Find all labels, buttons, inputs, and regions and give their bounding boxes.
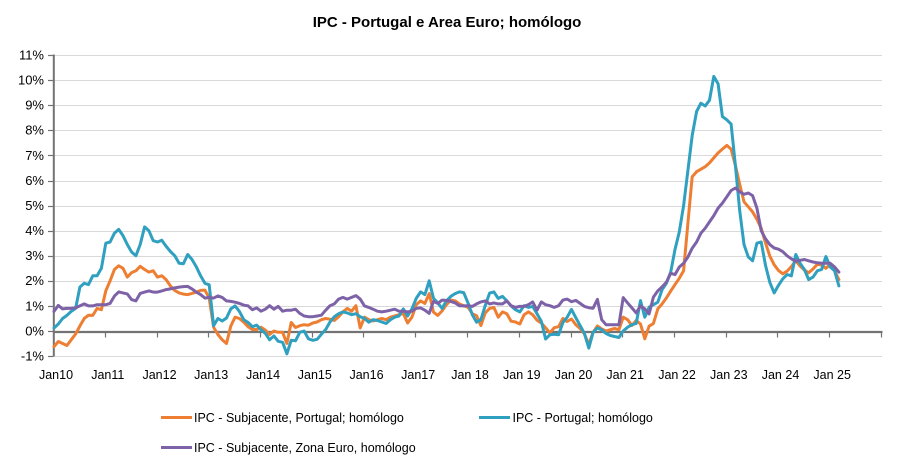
svg-text:IPC - Portugal e Area Euro; ho: IPC - Portugal e Area Euro; homólogo: [313, 14, 582, 31]
svg-text:3%: 3%: [25, 248, 44, 263]
svg-text:0%: 0%: [25, 323, 44, 338]
svg-text:IPC - Subjacente, Portugal; ho: IPC - Subjacente, Portugal; homólogo: [194, 411, 404, 425]
svg-text:10%: 10%: [18, 73, 44, 88]
svg-text:4%: 4%: [25, 223, 44, 238]
svg-text:Jan16: Jan16: [349, 368, 383, 382]
svg-text:Jan 24: Jan 24: [762, 368, 800, 382]
svg-text:9%: 9%: [25, 98, 44, 113]
svg-text:Jan 19: Jan 19: [503, 368, 541, 382]
svg-text:11%: 11%: [19, 48, 44, 63]
svg-text:5%: 5%: [25, 198, 44, 213]
svg-text:Jan11: Jan11: [91, 368, 124, 382]
svg-text:8%: 8%: [25, 123, 44, 138]
svg-text:Jan12: Jan12: [142, 368, 176, 382]
svg-text:1%: 1%: [25, 298, 44, 313]
svg-text:Jan10: Jan10: [39, 368, 73, 382]
svg-text:Jan 23: Jan 23: [710, 368, 748, 382]
svg-text:2%: 2%: [25, 273, 44, 288]
svg-text:Jan 25: Jan 25: [813, 368, 851, 382]
svg-text:Jan 20: Jan 20: [555, 368, 593, 382]
svg-text:Jan 22: Jan 22: [658, 368, 696, 382]
svg-text:Jan13: Jan13: [194, 368, 228, 382]
svg-text:IPC - Subjacente, Zona Euro, h: IPC - Subjacente, Zona Euro, homólogo: [194, 441, 416, 455]
svg-text:Jan15: Jan15: [298, 368, 332, 382]
svg-text:IPC - Portugal; homólogo: IPC - Portugal; homólogo: [513, 411, 653, 425]
svg-text:Jan17: Jan17: [401, 368, 435, 382]
svg-text:Jan 18: Jan 18: [451, 368, 489, 382]
svg-text:-1%: -1%: [21, 349, 45, 364]
svg-text:Jan 21: Jan 21: [606, 368, 644, 382]
svg-text:7%: 7%: [25, 148, 44, 163]
svg-text:6%: 6%: [25, 173, 44, 188]
svg-text:Jan14: Jan14: [246, 368, 280, 382]
